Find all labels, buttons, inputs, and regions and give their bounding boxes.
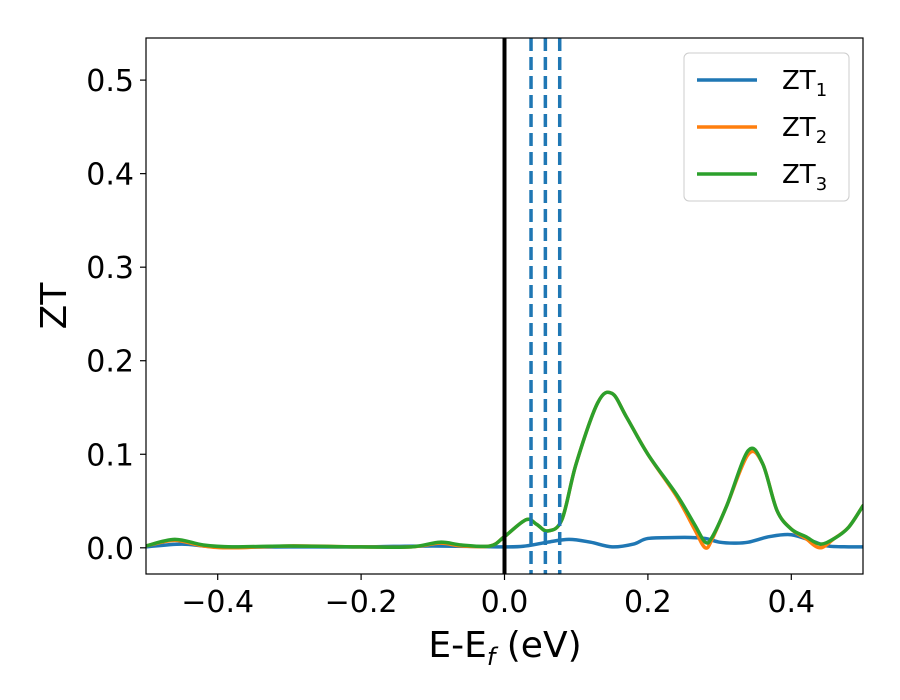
x-tick-label: 0.2 (624, 585, 672, 620)
x-axis-title: E-Ef (eV) (428, 625, 581, 671)
legend-label-main: ZT (782, 113, 816, 143)
x-tick-label: 0.0 (481, 585, 529, 620)
x-axis-title-main: E-E (428, 625, 486, 666)
legend-label-zt1: ZT1 (782, 66, 827, 101)
legend-label-subscript: 1 (816, 80, 827, 101)
x-axis-title-unit: (eV) (495, 625, 581, 666)
legend-label-zt3: ZT3 (782, 160, 827, 195)
y-tick-label: 0.4 (86, 158, 134, 193)
y-tick-label: 0.3 (86, 251, 134, 286)
x-tick-label: −0.4 (181, 585, 254, 620)
y-tick-label: 0.0 (86, 532, 134, 567)
legend-label-main: ZT (782, 160, 816, 190)
legend-label-subscript: 2 (816, 127, 827, 148)
y-axis-title: ZT (34, 282, 75, 330)
y-tick-label: 0.1 (86, 438, 134, 473)
series-lines (146, 38, 863, 574)
y-tick-label: 0.5 (86, 64, 134, 99)
legend-label-main: ZT (782, 66, 816, 96)
legend-frame (683, 52, 850, 202)
legend-label-zt2: ZT2 (782, 113, 827, 148)
x-tick-label: 0.4 (767, 585, 815, 620)
y-tick-label: 0.2 (86, 345, 134, 380)
axis-ticks: −0.4 −0.2 0.0 0.2 0.4 0.0 0.1 0.2 0.3 0.4 0.5 (86, 64, 815, 620)
series-line-zt3 (146, 390, 863, 550)
legend-label-subscript: 3 (816, 174, 827, 195)
x-tick-label: −0.2 (325, 585, 398, 620)
